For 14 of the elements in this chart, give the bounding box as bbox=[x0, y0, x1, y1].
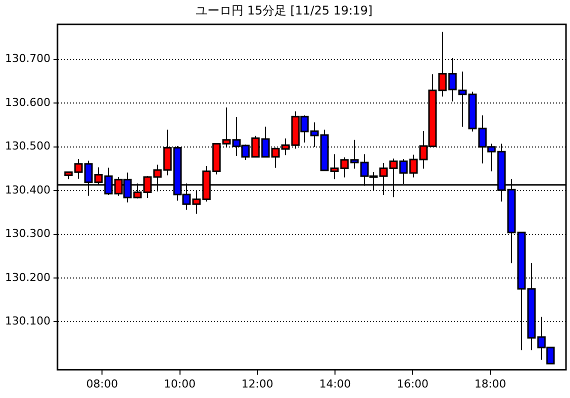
x-tick-label: 18:00 bbox=[474, 377, 506, 390]
y-tick-label: 130.300 bbox=[4, 227, 50, 240]
y-tick-label: 130.100 bbox=[4, 314, 50, 328]
x-tick-label: 10:00 bbox=[164, 377, 196, 390]
y-tick-label: 130.500 bbox=[4, 140, 50, 153]
y-tick-label: 130.200 bbox=[4, 270, 50, 284]
x-tick-label: 12:00 bbox=[242, 377, 274, 390]
chart-title: ユーロ円 15分足 [11/25 19:19] bbox=[195, 3, 373, 18]
x-tick-label: 16:00 bbox=[396, 377, 429, 390]
y-tick-label: 130.700 bbox=[4, 52, 50, 66]
y-tick-label: 130.600 bbox=[4, 96, 50, 109]
x-tick-label: 08:00 bbox=[86, 377, 118, 390]
y-tick-label: 130.400 bbox=[4, 183, 50, 196]
x-tick-label: 14:00 bbox=[319, 377, 351, 390]
